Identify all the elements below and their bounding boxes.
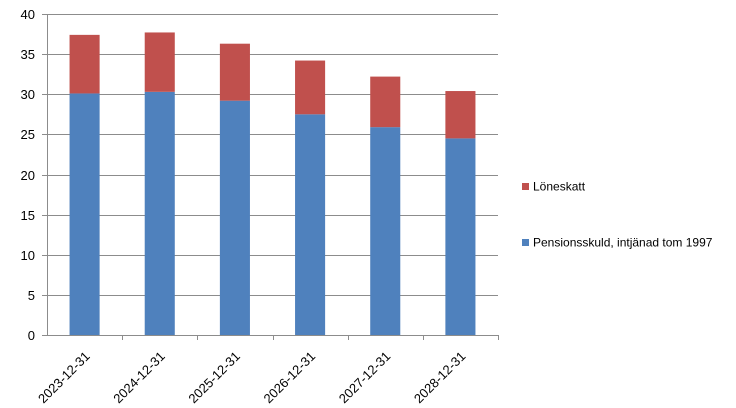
bar-l-neskatt-2024-12-31 bbox=[144, 32, 175, 92]
bar-l-neskatt-2023-12-31 bbox=[69, 34, 100, 94]
y-tick-label-10: 10 bbox=[21, 248, 35, 263]
y-tick-label-35: 35 bbox=[21, 47, 35, 62]
bar-l-neskatt-2027-12-31 bbox=[370, 76, 401, 128]
bar-pensionsskuld-intj-nad-tom-1997-2023-12-31 bbox=[69, 93, 100, 335]
legend-swatch-pensionsskuld-intj-nad-tom-1997 bbox=[522, 239, 529, 246]
legend: Löneskatt Pensionsskuld, intjänad tom 199… bbox=[522, 180, 713, 250]
x-tick-label-2026-12-31: 2026-12-31 bbox=[261, 349, 319, 407]
x-tick-label-2028-12-31: 2028-12-31 bbox=[411, 349, 469, 407]
bar-pensionsskuld-intj-nad-tom-1997-2027-12-31 bbox=[370, 127, 401, 335]
legend-swatch-l-neskatt bbox=[522, 183, 529, 190]
x-tick-labels: 2023-12-31 2024-12-31 2025-12-31 2026-12-31… bbox=[35, 349, 468, 407]
y-tick-label-5: 5 bbox=[28, 288, 35, 303]
y-tick-label-30: 30 bbox=[21, 87, 35, 102]
bar-pensionsskuld-intj-nad-tom-1997-2028-12-31 bbox=[445, 138, 476, 335]
bar-pensionsskuld-intj-nad-tom-1997-2025-12-31 bbox=[219, 100, 250, 335]
y-tick-label-0: 0 bbox=[28, 328, 35, 343]
legend-label-pensionsskuld-intj-nad-tom-1997: Pensionsskuld, intjänad tom 1997 bbox=[533, 236, 713, 250]
axes bbox=[42, 14, 499, 340]
gridlines bbox=[47, 14, 498, 296]
x-tick-label-2023-12-31: 2023-12-31 bbox=[35, 349, 93, 407]
bar-pensionsskuld-intj-nad-tom-1997-2026-12-31 bbox=[295, 114, 326, 335]
x-tick-label-2025-12-31: 2025-12-31 bbox=[185, 349, 243, 407]
y-tick-label-25: 25 bbox=[21, 127, 35, 142]
bar-pensionsskuld-intj-nad-tom-1997-2024-12-31 bbox=[144, 91, 175, 335]
bar-l-neskatt-2025-12-31 bbox=[219, 43, 250, 101]
y-tick-label-40: 40 bbox=[21, 7, 35, 22]
legend-label-l-neskatt: Löneskatt bbox=[533, 180, 586, 194]
x-tick-label-2024-12-31: 2024-12-31 bbox=[110, 349, 168, 407]
y-tick-label-20: 20 bbox=[21, 168, 35, 183]
bars bbox=[69, 32, 476, 335]
bar-l-neskatt-2028-12-31 bbox=[445, 91, 476, 139]
y-tick-label-15: 15 bbox=[21, 208, 35, 223]
bar-l-neskatt-2026-12-31 bbox=[295, 60, 326, 115]
x-tick-label-2027-12-31: 2027-12-31 bbox=[336, 349, 394, 407]
y-tick-labels: 0 5 10 15 20 25 30 35 40 bbox=[21, 7, 35, 343]
